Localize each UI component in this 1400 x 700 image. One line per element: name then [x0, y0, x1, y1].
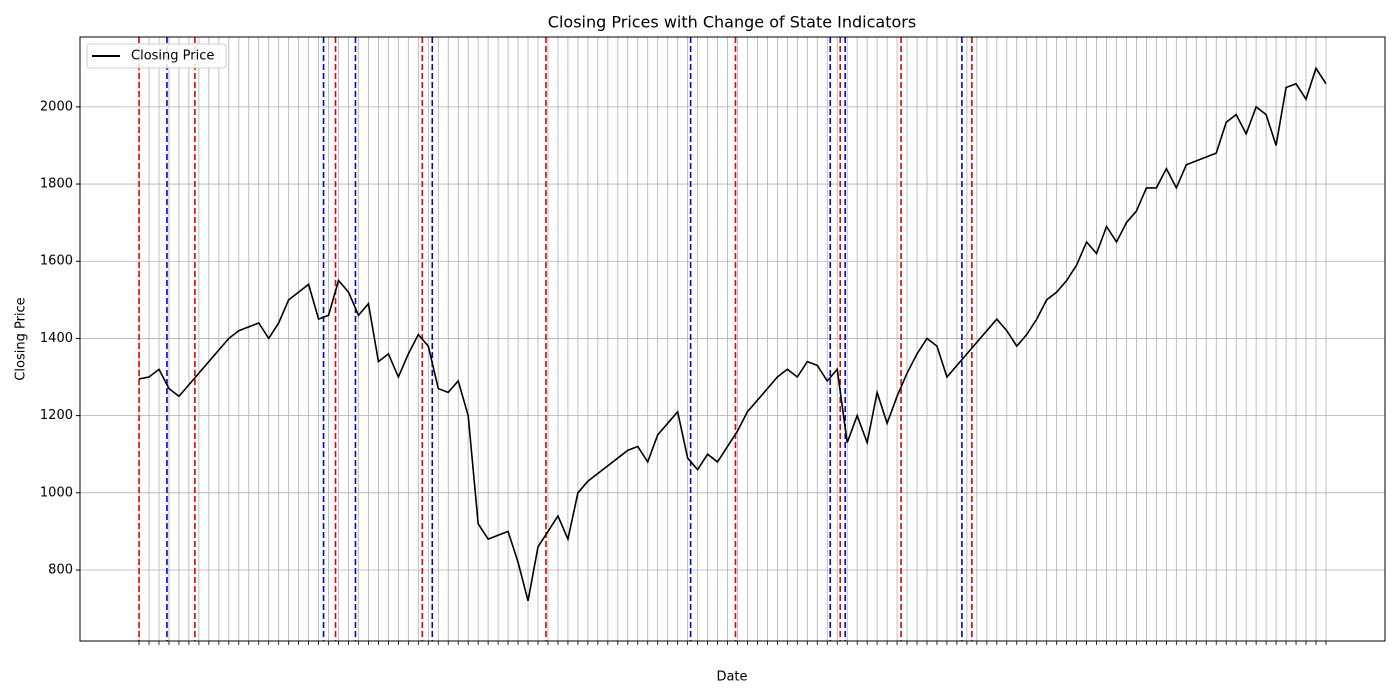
y-tick-label: 1000 — [40, 485, 73, 500]
y-tick-label: 800 — [48, 562, 73, 577]
legend: Closing Price — [86, 43, 227, 69]
chart-title: Closing Prices with Change of State Indi… — [548, 13, 916, 32]
y-tick-label: 1200 — [40, 408, 73, 423]
plot-frame — [79, 36, 1386, 642]
legend-box — [86, 43, 227, 69]
legend-label: Closing Price — [131, 49, 214, 64]
y-tick-label: 1800 — [40, 177, 73, 192]
y-tick-label: 1400 — [40, 331, 73, 346]
price-line — [138, 66, 1327, 602]
y-tick-label: 1600 — [40, 254, 73, 269]
y-tick-label: 2000 — [40, 99, 73, 114]
y-axis-label: Closing Price — [14, 297, 29, 380]
x-axis-label: Date — [716, 670, 747, 685]
